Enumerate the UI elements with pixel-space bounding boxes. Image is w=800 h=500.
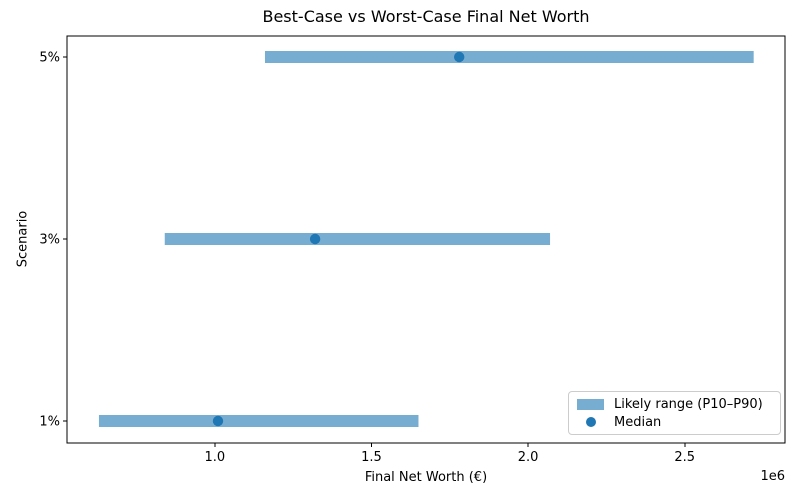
x-tick-label: 1.0: [205, 450, 226, 465]
legend-range-swatch-icon: [577, 398, 604, 410]
y-tick-label: 5%: [39, 51, 60, 66]
median-dot-1%: [212, 415, 224, 427]
range-bar-3%: [164, 233, 551, 245]
legend-label: Median: [614, 414, 662, 430]
y-axis-label: Scenario: [15, 210, 31, 268]
median-dot-5%: [454, 51, 465, 63]
range-bar-1%: [98, 415, 419, 427]
median-dot-3%: [309, 233, 321, 245]
legend-item-median: Median: [577, 413, 772, 431]
y-tick-label: 1%: [39, 415, 60, 430]
x-axis-label: Final Net Worth (€): [364, 470, 488, 485]
x-tick-label: 2.5: [674, 450, 695, 465]
legend: Likely range (P10–P90) Median: [568, 391, 781, 435]
legend-median-dot-icon: [577, 417, 604, 427]
legend-label: Likely range (P10–P90): [614, 396, 763, 412]
x-tick-label: 1.5: [361, 450, 382, 465]
x-tick-label: 2.0: [518, 450, 539, 465]
y-tick-label: 3%: [39, 233, 60, 248]
range-bar-5%: [264, 51, 754, 63]
legend-item-likely-range: Likely range (P10–P90): [577, 395, 772, 413]
x-axis-offset-label: 1e6: [760, 469, 785, 484]
chart-title: Best-Case vs Worst-Case Final Net Worth: [262, 7, 590, 26]
